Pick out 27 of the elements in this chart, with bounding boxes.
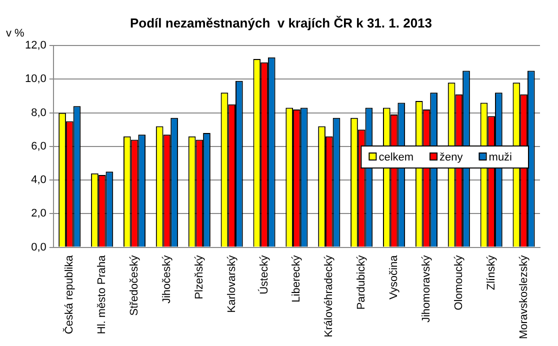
x-tick-label: Moravskoslezský — [518, 254, 530, 340]
x-tick-label: Pardubický — [356, 254, 368, 310]
y-tick-label: 10,0 — [24, 73, 46, 86]
y-tick-label: 8,0 — [31, 106, 46, 119]
legend-label: muži — [488, 152, 512, 164]
y-tick-label: 2,0 — [31, 208, 46, 220]
x-tick-label: Královéhradecký — [323, 254, 336, 338]
x-tick-label: Jihočeský — [160, 254, 173, 304]
y-tick-label: 4,0 — [31, 174, 46, 186]
x-tick-label: Olomoucký — [452, 254, 465, 310]
x-tick-label: Liberecký — [290, 254, 303, 302]
x-tick-label: Zlínský — [485, 254, 498, 290]
x-tick-label: Česká republika — [62, 254, 76, 334]
x-tick-label: Ústecký — [257, 254, 270, 294]
x-tick-label: Hl. město Praha — [96, 254, 108, 334]
x-tick-label: Vysočina — [388, 254, 400, 300]
legend-label: ženy — [440, 152, 464, 164]
x-tick-label: Karlovarský — [226, 254, 238, 313]
x-tick-label: Jihomoravský — [420, 254, 432, 323]
y-axis-title: v % — [6, 28, 25, 40]
y-tick-label: 6,0 — [31, 140, 46, 152]
y-tick-label: 0,0 — [31, 241, 46, 254]
x-tick-label: Plzeňský — [193, 254, 206, 300]
y-tick-label: 12,0 — [24, 40, 46, 52]
chart-title: Podíl nezaměstnaných v krajích ČR k 31. 1. 2013 — [130, 15, 432, 30]
legend-label: celkem — [378, 152, 414, 164]
x-tick-label: Středočeský — [128, 254, 141, 316]
